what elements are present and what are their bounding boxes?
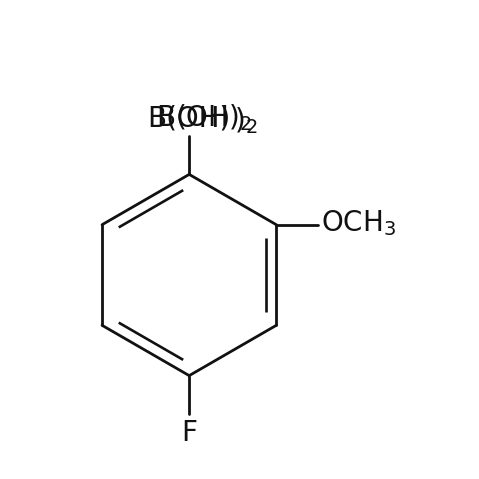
Text: B(OH): B(OH) — [148, 105, 231, 133]
Text: )$_2$: )$_2$ — [234, 105, 257, 136]
Text: F: F — [181, 419, 197, 447]
Text: OCH$_3$: OCH$_3$ — [321, 209, 396, 239]
Text: B(OH)$_2$: B(OH)$_2$ — [156, 102, 252, 133]
